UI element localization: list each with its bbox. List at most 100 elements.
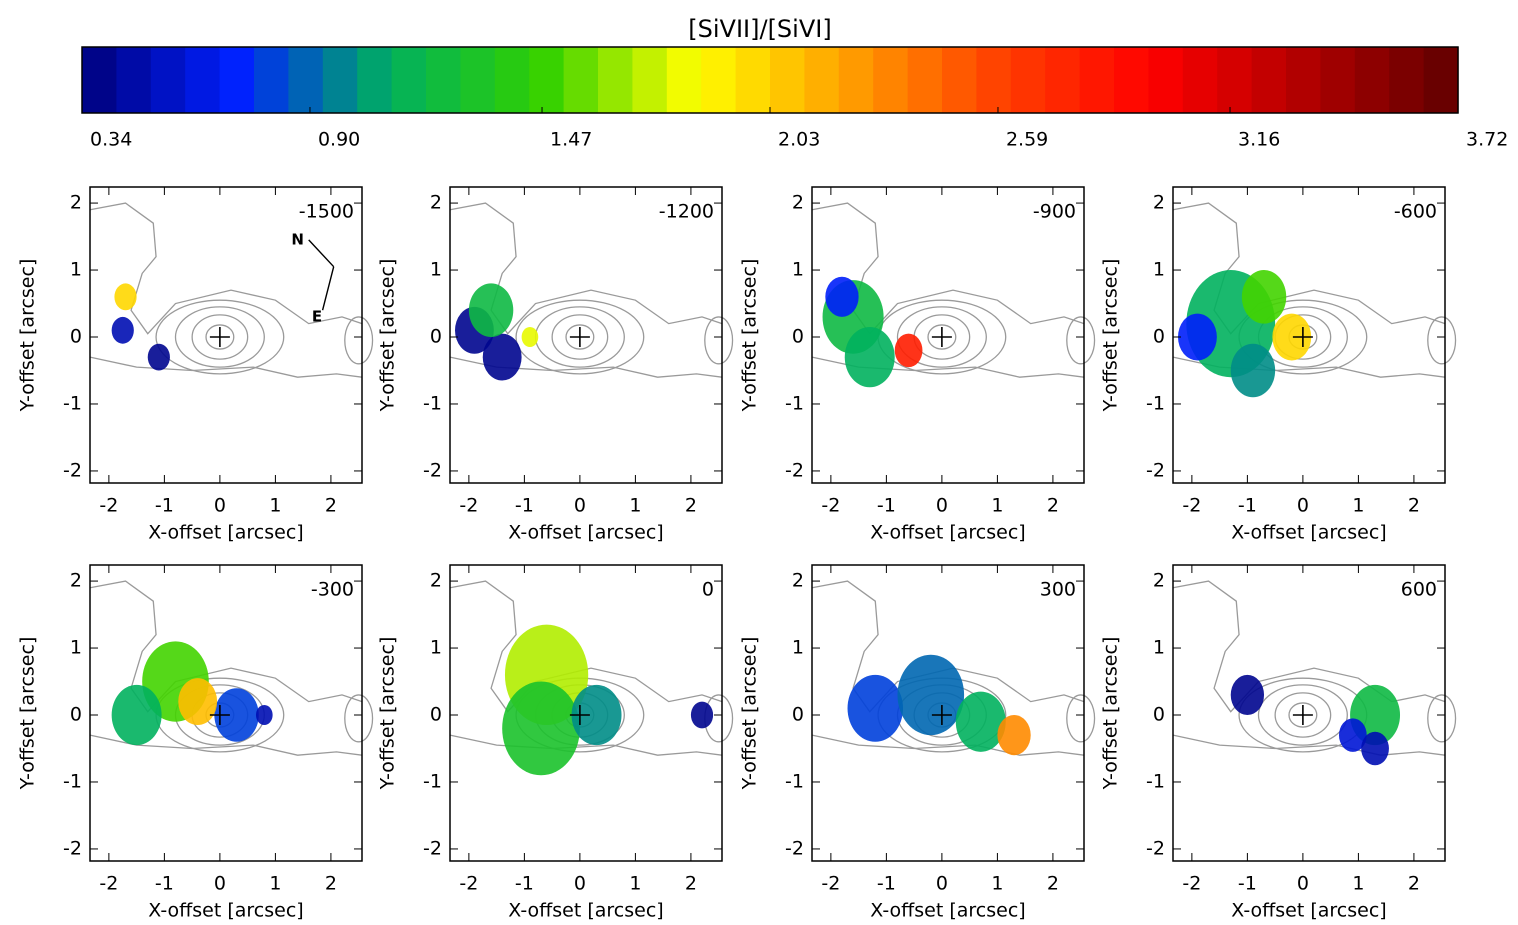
x-tick-label: 2 (1047, 873, 1059, 895)
panel-frame (1172, 186, 1446, 484)
y-tick-label: 1 (70, 259, 82, 281)
colorbar-band (942, 47, 977, 113)
contour (1172, 734, 1446, 756)
y-tick-label: -2 (1146, 837, 1165, 859)
nucleus-marker (569, 705, 590, 726)
contour (1257, 684, 1348, 746)
ratio-region (897, 654, 965, 736)
y-tick-label: 2 (430, 192, 442, 214)
y-tick-label: 1 (1153, 259, 1165, 281)
ratio-region (111, 316, 134, 344)
x-axis-label: X-offset [arcsec] (148, 900, 303, 922)
velocity-label: 300 (1040, 579, 1076, 601)
panel-frame (89, 564, 363, 862)
ratio-region (111, 684, 162, 746)
colorbar-tick-label: 0.34 (90, 129, 132, 151)
x-tick-label: -2 (99, 495, 118, 517)
x-tick-label: -1 (155, 873, 174, 895)
y-axis-label: Y-offset [arcsec] (17, 637, 39, 791)
x-tick-label: -1 (1238, 495, 1257, 517)
colorbar-band (254, 47, 289, 113)
colorbar-band (1251, 47, 1287, 113)
x-tick-label: 2 (325, 873, 337, 895)
y-tick-label: 0 (430, 326, 442, 348)
y-tick-label: -1 (63, 770, 82, 792)
ratio-region (1230, 674, 1265, 716)
colorbar-band (1217, 47, 1253, 113)
contour (565, 324, 595, 350)
colorbar-tick-label: 3.72 (1466, 129, 1508, 151)
y-tick-label: 1 (1153, 637, 1165, 659)
panel-frame (811, 564, 1085, 862)
velocity-label: 0 (702, 579, 714, 601)
y-tick-label: -2 (785, 459, 804, 481)
x-tick-label: -2 (459, 495, 478, 517)
nucleus-marker (569, 327, 590, 348)
contour (449, 734, 723, 756)
y-tick-label: 0 (792, 704, 804, 726)
y-tick-label: 2 (792, 570, 804, 592)
y-tick-label: -1 (63, 392, 82, 414)
y-tick-label: 2 (792, 192, 804, 214)
y-tick-label: -2 (1146, 459, 1165, 481)
compass-arrow (308, 239, 335, 311)
ratio-region (894, 333, 923, 368)
contour (344, 694, 374, 743)
x-tick-label: -2 (821, 495, 840, 517)
ratio-region (1338, 718, 1367, 752)
y-tick-label: -2 (63, 459, 82, 481)
y-tick-label: 1 (70, 637, 82, 659)
panel-frame (449, 186, 723, 484)
contour (551, 314, 609, 360)
colorbar-band (494, 47, 530, 113)
y-axis-label: Y-offset [arcsec] (1100, 637, 1122, 791)
x-tick-label: 2 (1408, 495, 1420, 517)
ratio-region (521, 326, 539, 348)
x-axis-label: X-offset [arcsec] (508, 522, 663, 544)
y-tick-label: 0 (70, 326, 82, 348)
contour (89, 356, 363, 378)
x-tick-label: 1 (269, 873, 281, 895)
y-tick-label: 0 (1153, 326, 1165, 348)
y-tick-label: -2 (423, 459, 442, 481)
colorbar-band (907, 47, 943, 113)
colorbar-tick-label: 3.16 (1238, 129, 1280, 151)
ratio-region (255, 704, 273, 726)
colorbar-band (598, 47, 633, 113)
x-tick-label: -2 (1182, 495, 1201, 517)
y-tick-label: 0 (430, 704, 442, 726)
x-axis-label: X-offset [arcsec] (870, 900, 1025, 922)
ratio-region (571, 684, 622, 746)
x-axis-label: X-offset [arcsec] (148, 522, 303, 544)
y-tick-label: -1 (785, 392, 804, 414)
colorbar-tick-label: 2.59 (1006, 129, 1048, 151)
x-tick-label: 0 (936, 873, 948, 895)
colorbar-band (1148, 47, 1184, 113)
panel: -2 -1 0 1 2 -2 -1 0 1 2 X-offset [arcsec] Y-offset … (377, 186, 734, 544)
y-tick-label: 1 (792, 637, 804, 659)
contour (155, 299, 285, 375)
x-axis-label: X-offset [arcsec] (1231, 900, 1386, 922)
colorbar-band (1423, 47, 1459, 113)
contour (704, 316, 734, 365)
panel-frame (811, 186, 1085, 484)
ratio-region (482, 333, 522, 381)
velocity-label: 600 (1401, 579, 1437, 601)
colorbar-band (632, 47, 668, 113)
nucleus-marker (931, 327, 952, 348)
x-tick-label: 1 (629, 495, 641, 517)
x-tick-label: -1 (515, 495, 534, 517)
nucleus-marker (931, 705, 952, 726)
colorbar-band (426, 47, 461, 113)
x-tick-label: 1 (1352, 495, 1364, 517)
contour (1066, 694, 1096, 743)
ratio-region (847, 674, 904, 742)
nucleus-marker (209, 327, 230, 348)
colorbar-band (735, 47, 771, 113)
y-tick-label: -2 (785, 837, 804, 859)
x-tick-label: 0 (574, 873, 586, 895)
contour (191, 314, 249, 360)
panel: -2 -1 0 1 2 -2 -1 0 1 2 X-offset [arcsec] Y-offset … (17, 564, 374, 922)
contour (344, 316, 374, 365)
